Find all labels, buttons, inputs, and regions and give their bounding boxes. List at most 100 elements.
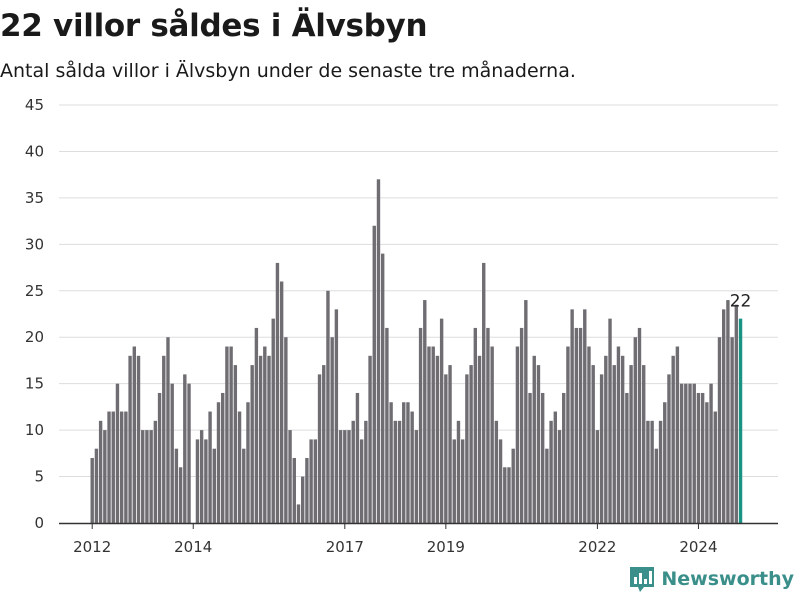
bar <box>507 467 511 523</box>
bar <box>700 392 705 523</box>
bar <box>98 420 103 523</box>
chart-subtitle: Antal sålda villor i Älvsbyn under de se… <box>0 60 576 82</box>
bar <box>654 448 659 523</box>
bar <box>322 365 326 523</box>
bar <box>410 411 414 523</box>
bar <box>427 346 431 523</box>
bar <box>141 430 145 523</box>
bar <box>637 327 642 523</box>
bar <box>675 346 680 523</box>
bar <box>490 346 494 523</box>
bar <box>305 457 309 523</box>
bar <box>549 420 553 523</box>
bar <box>448 365 452 523</box>
bar <box>372 225 376 523</box>
bar <box>199 430 204 523</box>
x-tick-label: 2019 <box>427 538 465 556</box>
bar <box>595 430 600 523</box>
bar <box>456 420 461 523</box>
bar <box>717 337 722 523</box>
bar <box>406 402 410 523</box>
bar <box>136 355 141 523</box>
bar <box>385 327 389 523</box>
x-tick-label: 2017 <box>326 538 364 556</box>
bar <box>599 374 604 523</box>
bar <box>532 355 536 523</box>
bar <box>540 392 545 523</box>
bar <box>271 318 275 523</box>
x-tick-label: 2012 <box>73 538 111 556</box>
bar <box>477 355 482 523</box>
bar <box>166 337 170 523</box>
bar <box>642 365 646 523</box>
bar-chart-logo-icon <box>630 567 655 592</box>
bar <box>616 346 621 523</box>
bar <box>267 355 271 523</box>
bar <box>566 346 570 523</box>
bar <box>536 365 541 523</box>
bar <box>111 411 115 523</box>
bar <box>658 420 663 523</box>
x-tick-label: 2014 <box>174 538 212 556</box>
bar <box>115 383 120 523</box>
bar <box>574 327 579 523</box>
bar <box>679 383 684 523</box>
bar <box>170 383 174 523</box>
x-axis-ticks: 2012 2014 2017 2019 2022 2024 <box>73 523 718 556</box>
bar <box>612 365 616 523</box>
bar <box>326 290 330 523</box>
bar <box>494 420 499 523</box>
bar <box>157 392 162 523</box>
bar <box>498 439 503 523</box>
bar <box>225 346 229 523</box>
bar <box>187 383 191 523</box>
bar <box>688 383 692 523</box>
bar <box>128 355 132 523</box>
bar <box>460 439 465 523</box>
bar <box>263 346 267 523</box>
bar <box>212 448 216 523</box>
bar <box>684 383 688 523</box>
bar <box>650 420 654 523</box>
bar <box>439 318 444 523</box>
y-tick-label: 5 <box>34 468 44 486</box>
bar <box>107 411 111 523</box>
bar <box>524 300 528 523</box>
bar <box>423 300 427 523</box>
bar <box>713 411 717 523</box>
bar <box>473 327 478 523</box>
bar <box>591 365 595 523</box>
bar <box>233 365 238 523</box>
bar <box>587 346 591 523</box>
y-tick-label: 35 <box>25 189 44 207</box>
bar <box>124 411 128 523</box>
bar <box>94 448 99 523</box>
bar <box>583 309 587 523</box>
bar <box>208 411 212 523</box>
bar <box>347 430 351 523</box>
bar <box>368 355 372 523</box>
bar <box>553 411 557 523</box>
bar <box>334 309 339 523</box>
bar <box>671 355 675 523</box>
y-tick-label: 30 <box>25 235 44 253</box>
bar <box>119 411 124 523</box>
bar <box>103 430 107 523</box>
bar <box>343 430 347 523</box>
y-tick-label: 40 <box>25 142 44 160</box>
bar <box>246 402 250 523</box>
bar <box>629 365 633 523</box>
bar <box>663 402 667 523</box>
bar <box>216 402 221 523</box>
bar <box>393 420 398 523</box>
y-tick-label: 25 <box>25 282 44 300</box>
bar <box>389 402 393 523</box>
bar <box>545 448 549 523</box>
bar <box>204 439 208 523</box>
brand-name: Newsworthy <box>661 568 794 590</box>
bar <box>486 327 490 523</box>
x-tick-label: 2022 <box>578 538 616 556</box>
bar <box>284 337 288 523</box>
bar <box>734 304 739 523</box>
bar <box>174 448 179 523</box>
